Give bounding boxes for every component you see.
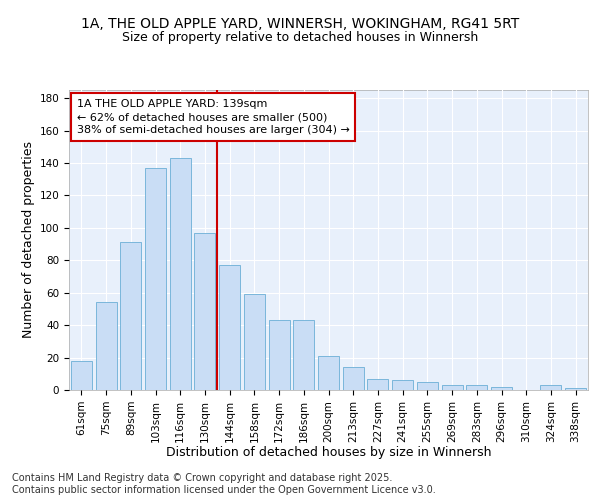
Bar: [219, 265, 240, 390]
Y-axis label: Number of detached properties: Number of detached properties: [22, 142, 35, 338]
Bar: [293, 320, 314, 390]
X-axis label: Distribution of detached houses by size in Winnersh: Distribution of detached houses by size …: [166, 446, 491, 459]
Bar: [71, 361, 92, 390]
Text: 1A, THE OLD APPLE YARD, WINNERSH, WOKINGHAM, RG41 5RT: 1A, THE OLD APPLE YARD, WINNERSH, WOKING…: [81, 18, 519, 32]
Bar: [417, 382, 438, 390]
Text: Contains HM Land Registry data © Crown copyright and database right 2025.
Contai: Contains HM Land Registry data © Crown c…: [12, 474, 436, 495]
Bar: [367, 378, 388, 390]
Bar: [392, 380, 413, 390]
Bar: [541, 385, 562, 390]
Bar: [343, 368, 364, 390]
Bar: [269, 320, 290, 390]
Bar: [244, 294, 265, 390]
Bar: [120, 242, 141, 390]
Bar: [318, 356, 339, 390]
Bar: [466, 385, 487, 390]
Bar: [491, 387, 512, 390]
Bar: [565, 388, 586, 390]
Bar: [194, 232, 215, 390]
Text: Size of property relative to detached houses in Winnersh: Size of property relative to detached ho…: [122, 31, 478, 44]
Text: 1A THE OLD APPLE YARD: 139sqm
← 62% of detached houses are smaller (500)
38% of : 1A THE OLD APPLE YARD: 139sqm ← 62% of d…: [77, 99, 350, 136]
Bar: [442, 385, 463, 390]
Bar: [145, 168, 166, 390]
Bar: [95, 302, 116, 390]
Bar: [170, 158, 191, 390]
